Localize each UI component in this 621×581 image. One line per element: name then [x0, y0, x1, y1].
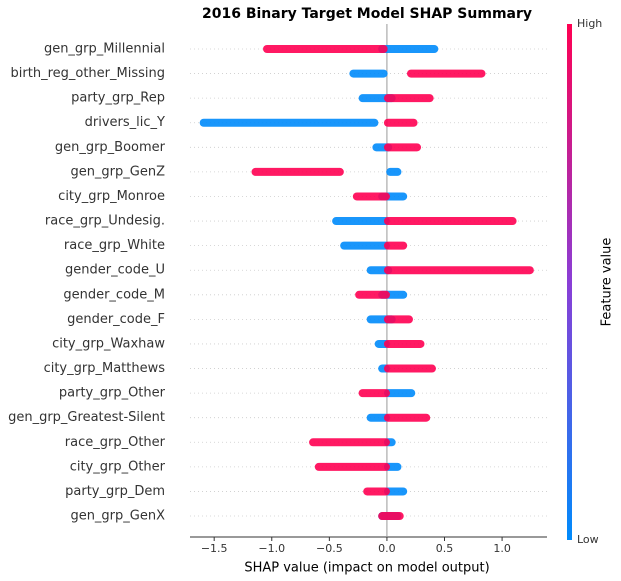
swarm-band — [386, 167, 402, 176]
x-tick-label: 1.0 — [493, 542, 511, 555]
y-tick-label: gender_code_F — [67, 312, 165, 327]
x-tick-label: −1.5 — [201, 542, 228, 555]
y-tick-label: gen_grp_Millennial — [44, 42, 165, 57]
y-tick-label: city_grp_Other — [70, 459, 166, 474]
y-tick-label: gen_grp_GenZ — [70, 164, 165, 179]
swarm-band — [383, 364, 436, 373]
swarm-band — [383, 413, 431, 422]
swarm-band — [352, 192, 390, 201]
swarm-band — [383, 143, 422, 152]
swarm-band — [383, 315, 413, 324]
swarm-band — [366, 413, 390, 422]
x-tick-label: 0.5 — [436, 542, 454, 555]
swarm-band — [251, 167, 344, 176]
y-tick-label: gen_grp_Greatest-Silent — [8, 410, 165, 425]
chart-title: 2016 Binary Target Model SHAP Summary — [202, 6, 532, 22]
y-tick-label: city_grp_Waxhaw — [52, 336, 165, 351]
y-tick-label: gen_grp_GenX — [70, 509, 165, 524]
y-tick-label: gender_code_M — [63, 287, 165, 302]
swarm-band — [383, 94, 434, 103]
swarm-band — [363, 487, 390, 496]
swarm-band — [314, 462, 390, 471]
y-tick-label: city_grp_Monroe — [58, 189, 165, 204]
swarm-band — [383, 241, 408, 250]
swarm-band — [383, 118, 418, 127]
swarm-band — [378, 512, 404, 521]
y-tick-label: drivers_lic_Y — [85, 115, 165, 130]
y-tick-label: city_grp_Matthews — [44, 361, 166, 376]
swarm-band — [349, 69, 388, 78]
swarm-band — [263, 45, 388, 53]
y-tick-label: birth_reg_other_Missing — [11, 66, 165, 81]
y-tick-label: race_grp_White — [64, 238, 165, 253]
x-tick-label: −0.5 — [316, 542, 343, 555]
swarm-band — [383, 487, 408, 496]
colorbar — [567, 24, 572, 540]
swarm-band — [309, 438, 390, 447]
colorbar-low-label: Low — [577, 533, 599, 546]
y-tick-label: gen_grp_Boomer — [55, 140, 166, 155]
y-tick-label: party_grp_Rep — [71, 91, 165, 106]
swarm-band — [383, 217, 517, 226]
y-tick-label: party_grp_Other — [59, 386, 166, 401]
y-tick-label: race_grp_Undesig. — [45, 214, 165, 229]
y-tick-label: gender_code_U — [65, 263, 165, 278]
swarm-band — [332, 217, 390, 226]
swarm-band — [358, 389, 390, 398]
swarm-band — [383, 339, 425, 348]
swarm-band — [406, 69, 486, 78]
swarm-band — [340, 241, 390, 250]
swarm-band — [199, 118, 379, 127]
swarm-band — [383, 389, 416, 398]
swarm-band — [383, 266, 534, 275]
y-tick-label: race_grp_Other — [65, 435, 166, 450]
x-tick-label: −1.0 — [258, 542, 285, 555]
x-axis-label: SHAP value (impact on model output) — [244, 561, 489, 576]
colorbar-high-label: High — [577, 17, 602, 30]
x-tick-label: 0.0 — [378, 542, 396, 555]
y-tick-label: party_grp_Dem — [65, 484, 165, 499]
swarm-band — [378, 45, 439, 53]
colorbar-label: Feature value — [600, 238, 615, 327]
swarm-band — [355, 290, 390, 299]
